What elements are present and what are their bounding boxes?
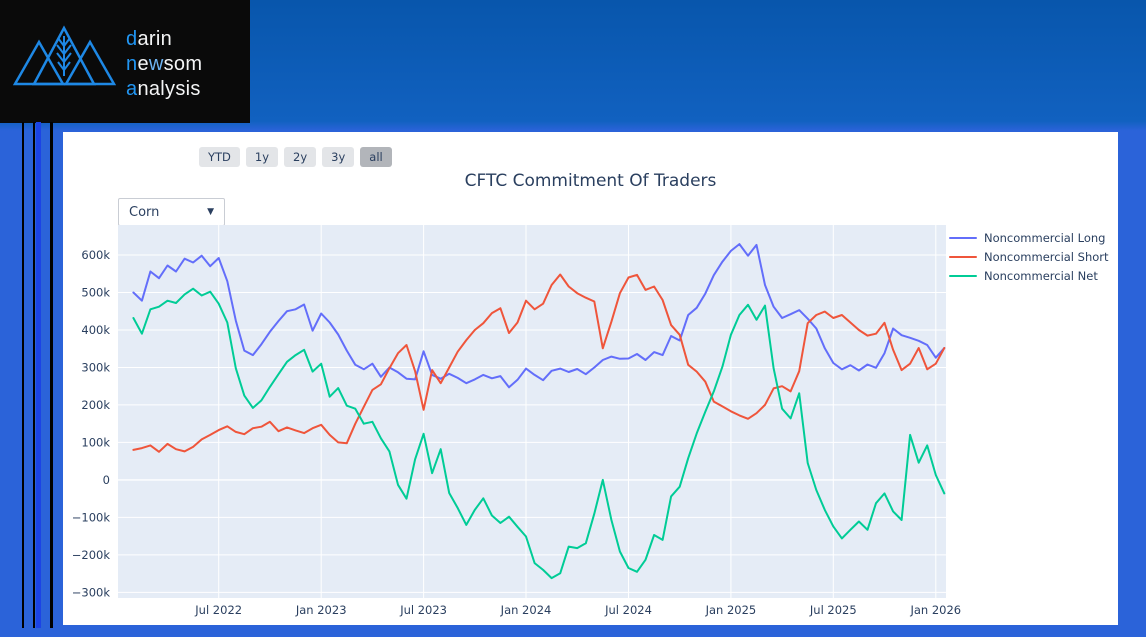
range-button-1y[interactable]: 1y	[245, 147, 279, 167]
range-button-2y[interactable]: 2y	[284, 147, 317, 167]
decor-stripe	[33, 122, 35, 628]
y-tick-label: 0	[103, 473, 110, 487]
chart-card: YTD 1y 2y 3y all CFTC Commitment Of Traders …	[63, 132, 1118, 625]
legend-line-swatch	[949, 274, 977, 277]
y-tick-label: 600k	[81, 248, 110, 262]
brand-line-2: newsom	[126, 53, 203, 75]
x-tick-label: Jul 2025	[809, 603, 857, 617]
legend-line-swatch	[949, 236, 977, 239]
y-tick-label: −200k	[72, 548, 111, 562]
decor-stripe-accent	[36, 122, 41, 628]
legend-label: Noncommercial Net	[984, 268, 1098, 283]
range-button-ytd[interactable]: YTD	[199, 147, 240, 167]
brand-wordmark: darin newsom analysis	[126, 27, 202, 102]
mountain-wheat-logo-icon	[12, 25, 116, 86]
range-button-all[interactable]: all	[360, 147, 392, 167]
brand-logo: darin newsom analysis	[0, 0, 250, 123]
range-selector: YTD 1y 2y 3y all	[199, 147, 392, 167]
legend-item-noncommercial-long[interactable]: Noncommercial Long	[949, 228, 1109, 247]
legend-item-noncommercial-net[interactable]: Noncommercial Net	[949, 266, 1109, 285]
legend-label: Noncommercial Long	[984, 230, 1106, 245]
x-tick-label: Jan 2024	[500, 603, 552, 617]
legend-item-noncommercial-short[interactable]: Noncommercial Short	[949, 247, 1109, 266]
y-tick-label: 500k	[81, 286, 110, 300]
y-tick-label: −100k	[72, 510, 111, 524]
series-line-noncommercial-net[interactable]	[132, 287, 946, 580]
y-tick-label: −300k	[72, 585, 111, 599]
y-tick-label: 400k	[81, 323, 110, 337]
plot-area[interactable]: 600k 500k 400k 300k 200k 100k 0 −100k −200k −300k…	[72, 225, 961, 617]
x-tick-label: Jul 2022	[194, 603, 242, 617]
series-line-noncommercial-long[interactable]	[132, 243, 946, 389]
legend: Noncommercial Long Noncommercial Short Non…	[949, 228, 1109, 285]
range-button-3y[interactable]: 3y	[322, 147, 355, 167]
y-tick-label: 300k	[81, 361, 110, 375]
legend-line-swatch	[949, 255, 977, 258]
brand-line-1: darin	[126, 28, 172, 50]
plot-background	[118, 225, 946, 598]
x-tick-label: Jan 2025	[705, 603, 757, 617]
x-tick-label: Jan 2023	[295, 603, 347, 617]
decor-stripe	[22, 122, 24, 628]
legend-label: Noncommercial Short	[984, 249, 1109, 264]
commodity-dropdown-value: Corn	[129, 204, 160, 220]
x-tick-label: Jan 2026	[909, 603, 961, 617]
commodity-dropdown[interactable]: Corn ▼	[118, 198, 225, 226]
x-tick-label: Jul 2024	[604, 603, 652, 617]
chevron-down-icon: ▼	[207, 207, 214, 217]
decor-stripe	[50, 122, 53, 628]
chart-title: CFTC Commitment Of Traders	[464, 171, 717, 191]
y-tick-label: 200k	[81, 398, 110, 412]
brand-line-3: analysis	[126, 78, 201, 100]
series-line-noncommercial-short[interactable]	[132, 273, 946, 453]
x-tick-label: Jul 2023	[399, 603, 447, 617]
y-tick-label: 100k	[81, 435, 110, 449]
